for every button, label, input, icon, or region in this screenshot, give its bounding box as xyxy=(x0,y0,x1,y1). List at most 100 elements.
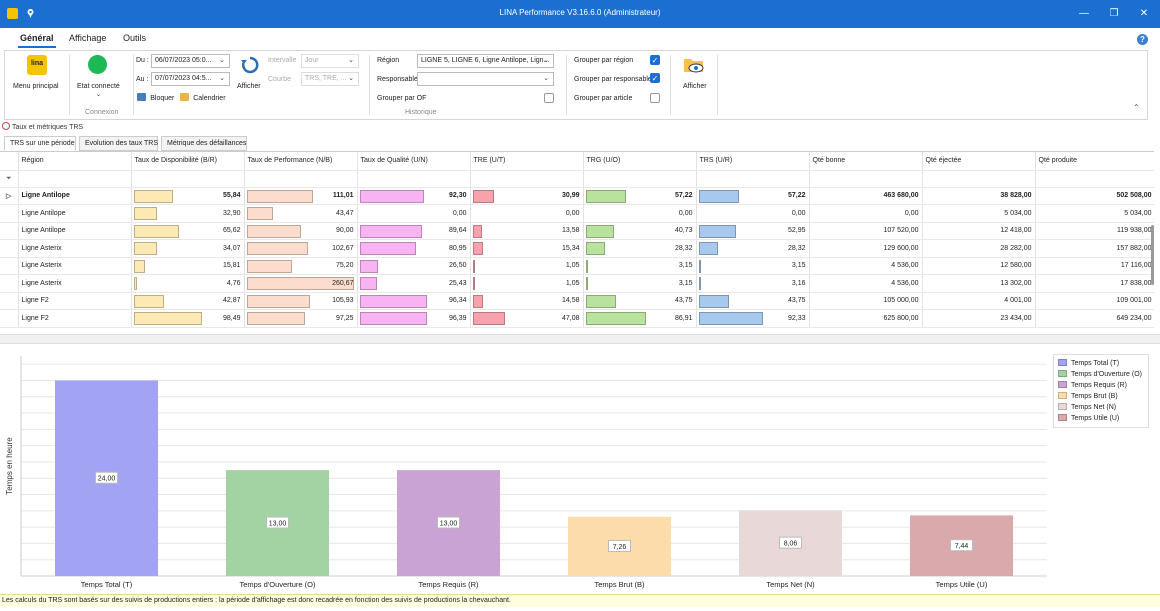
filter-cell[interactable] xyxy=(1035,170,1154,188)
table-row[interactable]: Ligne Asterix 15,81 75,20 26,50 1,05 3,15 3,15… xyxy=(0,257,1154,275)
bloquer-button[interactable]: Bloquer xyxy=(137,93,177,105)
perf-value: 260,67 xyxy=(332,279,354,287)
column-header[interactable]: TRE (U/T) xyxy=(470,152,584,171)
maximize-button[interactable]: ❐ xyxy=(1109,8,1119,19)
filter-cell[interactable] xyxy=(357,170,471,188)
dispo-cell: 98,49 xyxy=(131,309,245,328)
grid-scrollbar[interactable] xyxy=(1151,225,1154,285)
legend-item[interactable]: Temps d'Ouverture (O) xyxy=(1058,370,1144,381)
dispo-value: 34,07 xyxy=(222,244,241,252)
qual-databar xyxy=(359,294,427,308)
responsable-select[interactable]: ⌄ xyxy=(417,72,554,86)
au-date-picker[interactable]: 07/07/2023 04:5... ⌄ xyxy=(151,72,230,86)
filter-icon[interactable]: ⏷ xyxy=(0,170,19,188)
trg-value: 40,73 xyxy=(674,227,693,235)
close-button[interactable]: ✕ xyxy=(1139,8,1149,19)
table-row[interactable]: Ligne Antilope 65,62 90,00 89,64 13,58 40,73 5… xyxy=(0,222,1154,240)
collapse-ribbon-icon[interactable]: ⌃ xyxy=(1133,103,1140,112)
tre-databar xyxy=(472,312,506,325)
splitter[interactable] xyxy=(0,334,1160,344)
filter-cell[interactable] xyxy=(18,170,132,188)
table-row[interactable]: Ligne F2 42,87 105,93 96,34 14,58 43,75 43,75 1… xyxy=(0,292,1154,310)
table-row[interactable]: Ligne Asterix 4,76 260,67 25,43 1,05 3,15 3,16… xyxy=(0,274,1154,293)
filter-cell[interactable] xyxy=(922,170,1036,188)
bonne-cell: 129 600,00 xyxy=(809,239,923,258)
legend-item[interactable]: Temps Utile (U) xyxy=(1058,414,1144,425)
column-header[interactable]: Taux de Disponibilité (B/R) xyxy=(131,152,245,171)
tab-affichage[interactable]: Affichage xyxy=(69,33,107,43)
trg-cell: 57,22 xyxy=(583,187,697,205)
tre-cell: 14,58 xyxy=(470,292,584,310)
perf-cell: 90,00 xyxy=(244,222,358,240)
perf-databar xyxy=(246,294,311,308)
column-header[interactable]: Qté bonne xyxy=(809,152,923,171)
column-header[interactable]: TRS (U/R) xyxy=(696,152,810,171)
column-header[interactable]: TRG (U/O) xyxy=(583,152,697,171)
filter-cell[interactable] xyxy=(470,170,584,188)
column-header[interactable]: Taux de Performance (N/B) xyxy=(244,152,358,171)
column-header[interactable]: Qté produite xyxy=(1035,152,1154,171)
menu-principal-button[interactable]: lina Menu principal xyxy=(13,53,63,93)
column-header[interactable]: Taux de Qualité (U/N) xyxy=(357,152,471,171)
tab-evolution-taux[interactable]: Evolution des taux TRS xyxy=(79,136,158,151)
afficher-button[interactable]: Afficher xyxy=(677,53,711,93)
filter-cell[interactable] xyxy=(809,170,923,188)
du-label: Du : xyxy=(136,57,149,64)
qual-value: 96,34 xyxy=(448,297,467,305)
grouper-of-checkbox[interactable] xyxy=(544,93,554,103)
expand-row-icon[interactable]: ▷ xyxy=(0,187,19,205)
afficher-refresh-button[interactable]: Afficher xyxy=(235,53,265,93)
region-select[interactable]: LIGNE 5, LIGNE 6, Ligne Antilope, Lign..… xyxy=(417,54,554,68)
tre-cell: 47,08 xyxy=(470,309,584,328)
pin-icon[interactable] xyxy=(26,8,35,19)
data-label: 7,44 xyxy=(955,543,969,550)
grouper-article-checkbox[interactable] xyxy=(650,93,660,103)
column-header[interactable]: Région xyxy=(18,152,132,171)
grouper-responsable-checkbox[interactable]: ✓ xyxy=(650,73,660,83)
table-row[interactable]: Ligne F2 98,49 97,25 96,39 47,08 86,91 92,33 62… xyxy=(0,309,1154,328)
tab-trs-periode[interactable]: TRS sur une période xyxy=(4,136,76,151)
x-tick-label: Temps Utile (U) xyxy=(936,580,988,589)
filter-cell[interactable] xyxy=(244,170,358,188)
legend-item[interactable]: Temps Requis (R) xyxy=(1058,381,1144,392)
table-row[interactable]: ▷ Ligne Antilope 55,84 111,01 92,30 30,99 57,2… xyxy=(0,187,1154,205)
chart-legend: Temps Total (T) Temps d'Ouverture (O) Temp… xyxy=(1053,354,1149,428)
calendrier-button[interactable]: Calendrier xyxy=(180,93,230,105)
table-row[interactable]: Ligne Antilope 32,90 43,47 0,00 0,00 0,00 0,00… xyxy=(0,204,1154,223)
legend-item[interactable]: Temps Total (T) xyxy=(1058,359,1144,370)
courbe-select[interactable]: TRS, TRE, ... ⌄ xyxy=(301,72,359,86)
tre-cell: 1,05 xyxy=(470,257,584,275)
du-date-picker[interactable]: 06/07/2023 05:0... ⌄ xyxy=(151,54,230,68)
trs-value: 92,33 xyxy=(787,314,806,322)
lina-logo-icon: lina xyxy=(27,55,47,75)
filter-cell[interactable] xyxy=(696,170,810,188)
minimize-button[interactable]: — xyxy=(1079,8,1089,19)
expand-col-header xyxy=(0,152,19,171)
tab-metrique-defaillances[interactable]: Métrique des défaillances xyxy=(161,136,247,151)
chevron-down-icon: ⌄ xyxy=(348,57,354,64)
afficher-refresh-label: Afficher xyxy=(237,83,261,90)
column-header[interactable]: Qté éjectée xyxy=(922,152,1036,171)
connexion-button[interactable]: Etat connecté ⌄ xyxy=(75,53,127,101)
qual-databar xyxy=(359,312,427,325)
data-label-box xyxy=(779,536,802,549)
courbe-label: Courbe xyxy=(268,76,291,83)
region-value: LIGNE 5, LIGNE 6, Ligne Antilope, Lign..… xyxy=(421,57,550,64)
bloquer-label: Bloquer xyxy=(150,95,175,102)
intervalle-select[interactable]: Jour ⌄ xyxy=(301,54,359,68)
trg-databar xyxy=(585,277,588,290)
qual-databar xyxy=(359,277,378,290)
table-row[interactable]: Ligne Asterix 34,07 102,67 80,95 15,34 28,32 2… xyxy=(0,239,1154,258)
legend-item[interactable]: Temps Net (N) xyxy=(1058,403,1144,414)
grouper-region-checkbox[interactable]: ✓ xyxy=(650,55,660,65)
tab-general[interactable]: Général xyxy=(18,33,56,48)
bonne-cell: 463 680,00 xyxy=(809,187,923,205)
responsable-label: Responsable xyxy=(377,76,418,83)
filter-cell[interactable] xyxy=(583,170,697,188)
ejectee-cell: 28 282,00 xyxy=(922,239,1036,258)
legend-item[interactable]: Temps Brut (B) xyxy=(1058,392,1144,403)
help-icon[interactable]: ? xyxy=(1137,34,1148,45)
tab-outils[interactable]: Outils xyxy=(123,33,147,43)
legend-swatch xyxy=(1058,403,1067,410)
filter-cell[interactable] xyxy=(131,170,245,188)
